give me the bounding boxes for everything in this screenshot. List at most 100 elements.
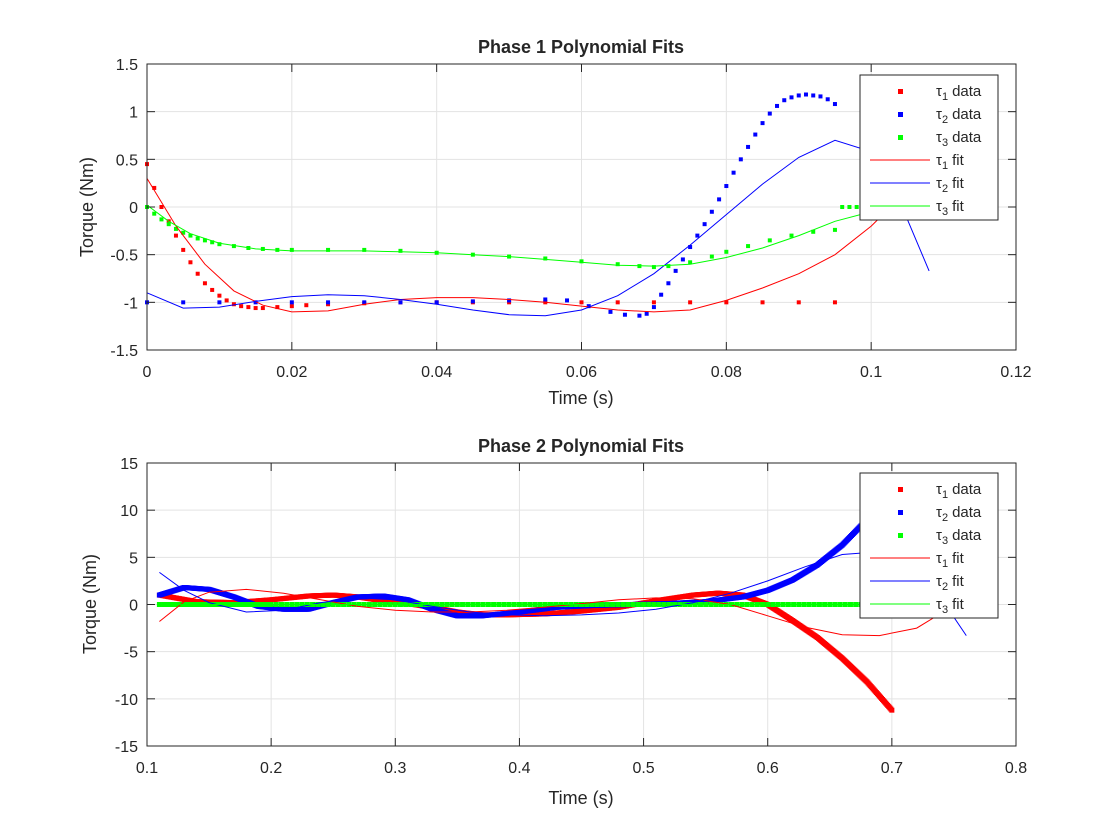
data-point [637, 313, 642, 318]
data-point [622, 312, 627, 317]
legend-label: τ3 data [936, 527, 982, 547]
data-point [195, 271, 200, 276]
legend-marker [898, 533, 903, 538]
data-point [217, 293, 222, 298]
legend-text: data [952, 83, 982, 100]
data-point [717, 197, 722, 202]
data-point [181, 300, 186, 305]
legend-subscript: 3 [942, 137, 948, 149]
data-point [709, 254, 714, 259]
data-markers--2-data [145, 92, 837, 318]
data-point [289, 247, 294, 252]
data-point [724, 249, 729, 254]
legend-text: fit [952, 596, 965, 613]
data-point [246, 305, 251, 310]
x-tick-label: 0.2 [260, 760, 282, 777]
data-point [825, 97, 830, 102]
x-tick-label: 0.04 [421, 364, 452, 381]
data-point [782, 98, 787, 103]
data-point [579, 259, 584, 264]
phase1-ylabel: Torque (Nm) [77, 157, 97, 257]
y-tick-label: -1 [124, 295, 138, 312]
data-point [615, 262, 620, 267]
data-point [224, 298, 229, 303]
data-point [688, 260, 693, 265]
phase1-xlabel: Time (s) [548, 388, 613, 408]
legend-subscript: 3 [942, 604, 948, 616]
legend-symbol: τ [936, 504, 942, 521]
data-point [832, 102, 837, 107]
data-point [695, 233, 700, 238]
legend-marker [898, 135, 903, 140]
legend-label: τ1 fit [936, 550, 965, 570]
legend-marker [898, 510, 903, 515]
legend-label: τ3 data [936, 129, 982, 149]
legend-entry: τ2 fit [870, 175, 965, 195]
legend-subscript: 3 [942, 535, 948, 547]
phase1-axes: 0 0.02 0.04 0.06 0.08 0.1 0.12 -1.5 -1 -0.5 0 0.5 1 1… [77, 37, 1032, 408]
data-point [470, 299, 475, 304]
x-tick-label: 0.8 [1005, 760, 1027, 777]
y-tick-label: -0.5 [110, 248, 138, 265]
y-tick-label: 15 [120, 456, 138, 473]
data-point [608, 309, 613, 314]
data-point [398, 300, 403, 305]
phase1-title: Phase 1 Polynomial Fits [478, 37, 684, 57]
data-point [702, 222, 707, 227]
data-point [803, 92, 808, 97]
legend-symbol: τ [936, 527, 942, 544]
legend-entry: τ3 fit [870, 596, 965, 616]
y-tick-label: 10 [120, 503, 138, 520]
legend-entry: τ2 fit [870, 573, 965, 593]
y-tick-label: 0 [129, 200, 138, 217]
data-point [217, 242, 222, 247]
data-point [789, 95, 794, 100]
data-point [753, 132, 758, 137]
legend-entry: τ1 fit [870, 152, 965, 172]
phase2-title: Phase 2 Polynomial Fits [478, 436, 684, 456]
data-point [579, 300, 584, 305]
data-point [362, 247, 367, 252]
legend-entry: τ1 data [898, 481, 982, 501]
legend-symbol: τ [936, 129, 942, 146]
data-point [767, 111, 772, 116]
data-point [651, 265, 656, 270]
legend-symbol: τ [936, 596, 942, 613]
data-point [289, 304, 294, 309]
data-point [889, 707, 895, 713]
legend-label: τ2 fit [936, 175, 965, 195]
fit-line--2-fit [146, 139, 930, 317]
data-point [173, 226, 178, 231]
y-tick-label: 0 [129, 598, 138, 615]
y-tick-label: -5 [124, 645, 138, 662]
legend-entry: τ3 fit [870, 198, 965, 218]
legend-marker [898, 112, 903, 117]
legend-subscript: 2 [942, 183, 948, 195]
legend-subscript: 3 [942, 206, 948, 218]
data-point [543, 297, 548, 302]
x-tick-label: 0.5 [632, 760, 654, 777]
legend-symbol: τ [936, 175, 942, 192]
x-tick-label: 0.4 [508, 760, 530, 777]
data-point [434, 300, 439, 305]
data-point [796, 93, 801, 98]
legend-subscript: 1 [942, 160, 948, 172]
data-point [832, 227, 837, 232]
x-tick-label: 0.3 [384, 760, 406, 777]
legend-entry: τ3 data [898, 129, 982, 149]
data-point [507, 298, 512, 303]
fit-line--1-fit [159, 588, 967, 637]
data-point [666, 264, 671, 269]
y-tick-label: 5 [129, 550, 138, 567]
legend-label: τ1 data [936, 83, 982, 103]
data-point [847, 205, 852, 209]
data-point [159, 217, 164, 222]
data-point [326, 247, 331, 252]
legend-label: τ3 fit [936, 596, 965, 616]
data-point [760, 300, 765, 305]
data-point [644, 311, 649, 316]
legend-entry: τ2 data [898, 504, 982, 524]
legend-symbol: τ [936, 550, 942, 567]
legend-text: fit [952, 175, 965, 192]
